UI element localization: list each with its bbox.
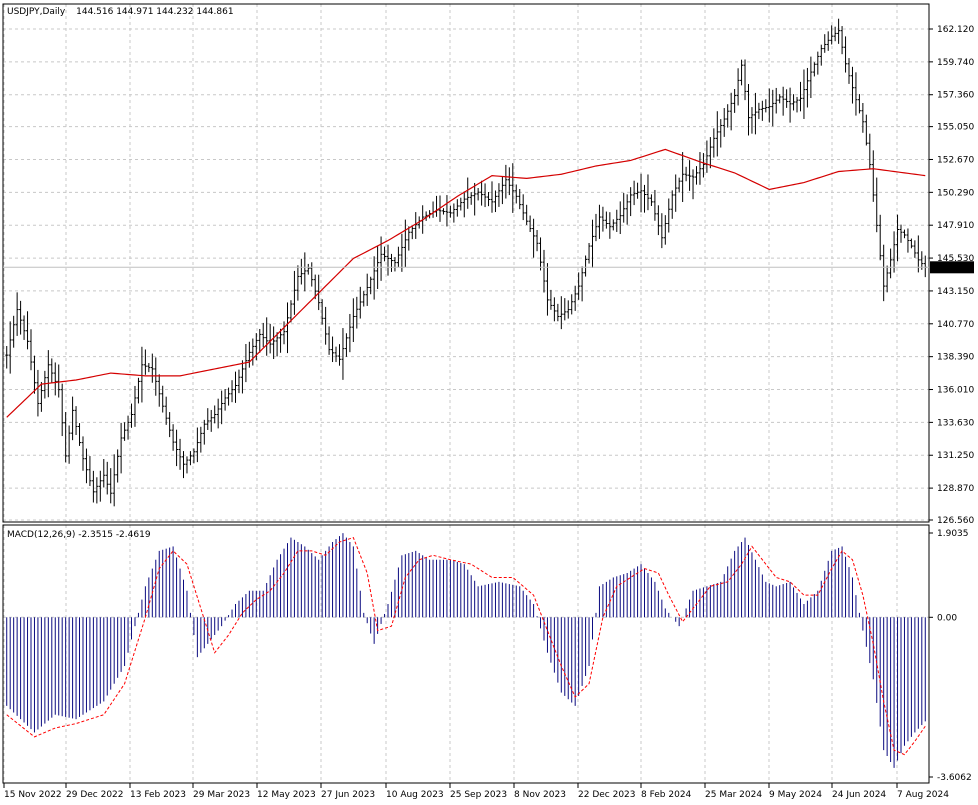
time-axis: 15 Nov 2022 29 Dec 2022 13 Feb 2023 29 Mar … xyxy=(3,783,949,800)
time-tick-label: 29 Mar 2023 xyxy=(193,790,250,800)
price-tick-label: 136.010 xyxy=(937,386,974,396)
time-tick-label: 27 Jun 2023 xyxy=(321,790,375,800)
macd-panel-frame xyxy=(2,524,930,784)
time-tick-label: 25 Mar 2024 xyxy=(705,790,762,800)
symbol-header: USDJPY,Daily 144.516 144.971 144.232 144… xyxy=(7,7,234,17)
symbol-header-text: USDJPY,Daily xyxy=(7,7,66,17)
current-price-label: 144.861 xyxy=(933,263,970,273)
moving-average-line xyxy=(6,148,926,418)
price-y-axis: 162.120 159.740 157.360 155.050 152.670 150.2… xyxy=(929,25,974,526)
price-tick-label: 147.910 xyxy=(937,221,974,231)
macd-tick-label: 1.9035 xyxy=(937,529,969,539)
price-tick-label: 145.530 xyxy=(937,254,974,264)
price-tick-label: 150.290 xyxy=(937,188,974,198)
price-tick-label: 152.670 xyxy=(937,155,974,165)
time-tick-label: 12 May 2023 xyxy=(257,790,316,800)
price-tick-label: 162.120 xyxy=(937,25,974,35)
price-tick-label: 138.390 xyxy=(937,353,974,363)
macd-header: MACD(12,26,9) -2.3515 -2.4619 xyxy=(7,530,151,540)
time-tick-label: 9 May 2024 xyxy=(769,790,822,800)
macd-tick-label: -3.6062 xyxy=(937,773,972,783)
price-tick-label: 143.150 xyxy=(937,287,974,297)
macd-signal-polyline xyxy=(6,536,926,756)
price-panel-frame xyxy=(2,3,930,523)
price-tick-label: 155.050 xyxy=(937,123,974,133)
macd-tick-label: 0.00 xyxy=(937,613,957,623)
price-tick-label: 133.630 xyxy=(937,418,974,428)
price-tick-label: 159.740 xyxy=(937,58,974,68)
time-tick-label: 24 Jun 2024 xyxy=(832,790,886,800)
time-tick-label: 25 Sep 2023 xyxy=(450,790,507,800)
macd-histogram xyxy=(6,533,926,768)
macd-y-axis: 1.9035 0.00 -3.6062 xyxy=(929,529,972,783)
ohlc-header-text: 144.516 144.971 144.232 144.861 xyxy=(76,7,233,17)
time-tick-label: 10 Aug 2023 xyxy=(386,790,444,800)
time-tick-label: 8 Feb 2024 xyxy=(641,790,692,800)
time-tick-label: 22 Dec 2023 xyxy=(578,790,636,800)
time-tick-label: 7 Aug 2024 xyxy=(897,790,949,800)
price-tick-label: 126.560 xyxy=(937,516,974,526)
time-tick-label: 29 Dec 2022 xyxy=(66,790,124,800)
current-price-tag: 144.861 xyxy=(930,261,974,274)
price-tick-label: 128.870 xyxy=(937,484,974,494)
time-tick-label: 15 Nov 2022 xyxy=(4,790,62,800)
price-tick-label: 131.250 xyxy=(937,451,974,461)
time-tick-label: 13 Feb 2023 xyxy=(130,790,186,800)
moving-average xyxy=(6,148,926,418)
price-tick-label: 157.360 xyxy=(937,91,974,101)
time-tick-label: 8 Nov 2023 xyxy=(514,790,566,800)
price-tick-label: 140.770 xyxy=(937,320,974,330)
macd-signal-line xyxy=(6,536,926,756)
